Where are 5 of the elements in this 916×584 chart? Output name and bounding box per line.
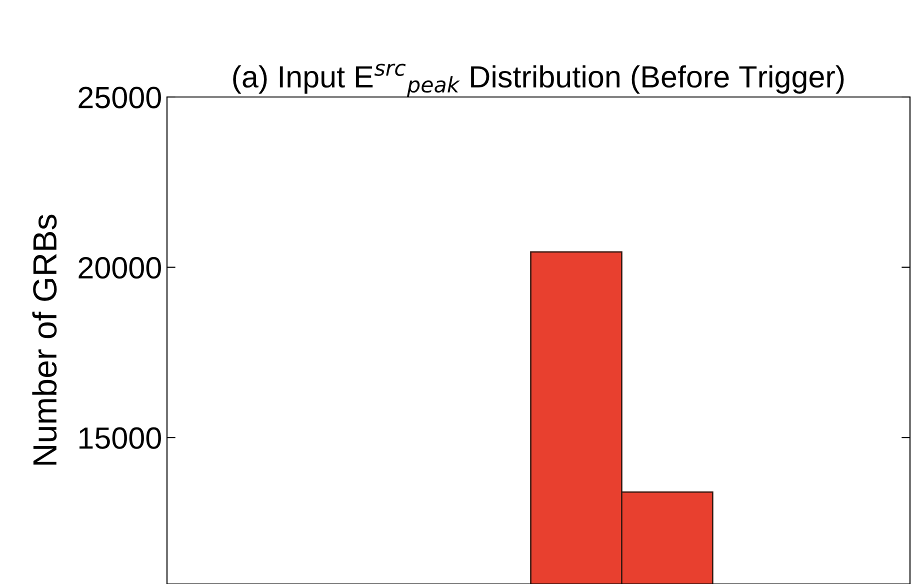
y-tick-label: 20000 xyxy=(78,257,161,279)
y-tick-label: 25000 xyxy=(78,86,161,108)
y-tick-label: 15000 xyxy=(80,427,161,449)
y-axis-title: Number of GRBs xyxy=(32,214,57,465)
chart-title: (a) Input E$^{src}$$_{peak}$ Distribution (Before Trigger) xyxy=(233,64,844,97)
